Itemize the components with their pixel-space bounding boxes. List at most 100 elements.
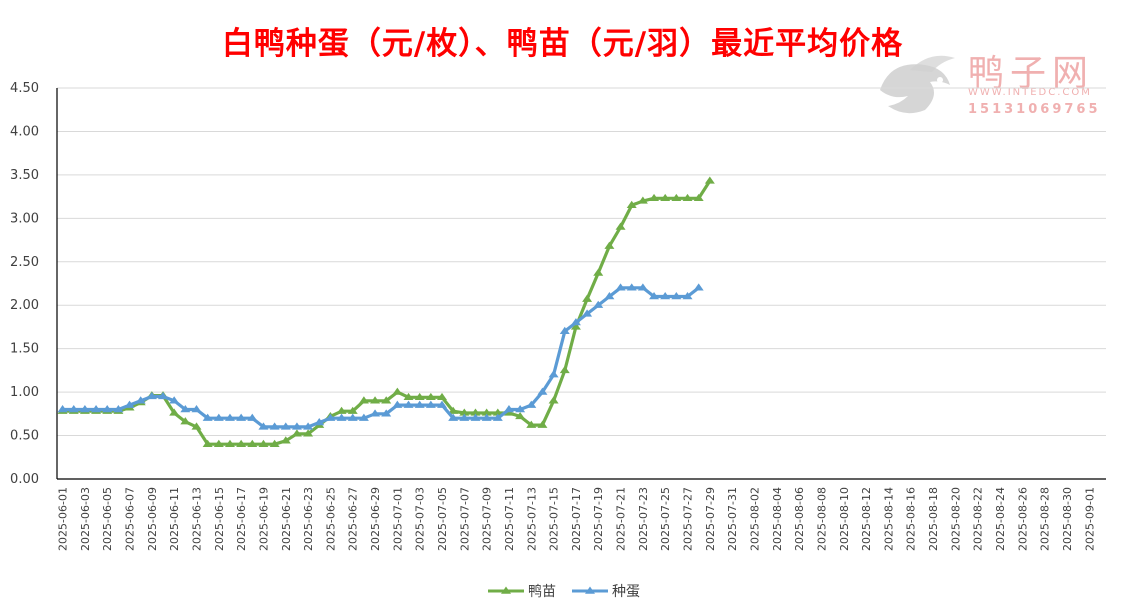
data-point [180, 417, 191, 425]
data-point [526, 420, 537, 428]
y-tick-label: 4.00 [10, 124, 39, 139]
axes: 0.00 0.50 1.00 1.50 2.00 2.50 3.00 3.50 4.00 4.50… [10, 81, 1106, 551]
x-tick-label: 2025-08-12 [860, 487, 873, 551]
data-point [693, 283, 704, 291]
data-point [347, 413, 358, 421]
data-point [604, 241, 615, 249]
x-tick-label: 2025-09-01 [1083, 487, 1096, 551]
data-point [258, 439, 269, 447]
data-point [649, 292, 660, 300]
x-tick-label: 2025-06-11 [168, 487, 181, 551]
x-tick-label: 2025-08-16 [905, 487, 918, 551]
data-point [124, 400, 135, 408]
data-point [526, 400, 537, 408]
data-point [191, 404, 202, 413]
x-tick-label: 2025-06-07 [124, 487, 137, 551]
data-point [370, 396, 381, 404]
data-point [437, 392, 448, 401]
watermark-url: WWW.INTEDC.COM [968, 87, 1092, 98]
legend-marker [501, 586, 511, 594]
data-point [414, 392, 425, 401]
data-point [649, 193, 660, 202]
data-point [336, 406, 347, 414]
data-point [425, 392, 436, 401]
data-point [481, 408, 492, 416]
data-point [437, 400, 448, 408]
data-point [582, 294, 593, 302]
data-point [358, 396, 369, 404]
data-point [191, 422, 202, 430]
data-point [403, 392, 414, 401]
data-point [79, 404, 90, 413]
data-point [425, 400, 436, 408]
data-point [336, 413, 347, 421]
data-point [113, 404, 124, 413]
data-point [202, 413, 213, 421]
x-tick-label: 2025-07-29 [704, 487, 717, 551]
data-point [615, 222, 626, 230]
data-point [604, 292, 615, 300]
x-tick-label: 2025-06-03 [79, 487, 92, 551]
data-point [582, 309, 593, 317]
data-point [102, 404, 113, 413]
x-tick-label: 2025-07-01 [391, 487, 404, 551]
data-point [537, 387, 548, 395]
x-tick-label: 2025-06-21 [280, 487, 293, 551]
x-tick-label: 2025-06-01 [57, 487, 70, 551]
y-tick-label: 2.00 [10, 298, 39, 313]
data-point [247, 413, 258, 421]
y-tick-label: 0.50 [10, 429, 39, 444]
data-point [258, 422, 269, 430]
gridlines [57, 87, 1106, 437]
data-point [146, 391, 157, 400]
data-point [247, 439, 258, 447]
data-point [224, 413, 235, 421]
data-point [57, 404, 68, 413]
data-point [492, 413, 503, 421]
data-point [158, 391, 169, 400]
y-tick-label: 1.00 [10, 385, 39, 400]
data-point [660, 193, 671, 202]
legend-item-0: 鸭苗 [488, 584, 556, 600]
data-point [470, 408, 481, 416]
x-tick-label: 2025-08-30 [1061, 487, 1074, 551]
data-point [704, 176, 715, 184]
data-point [671, 193, 682, 202]
data-point [303, 422, 314, 430]
data-point [682, 193, 693, 202]
x-tick-label: 2025-07-11 [503, 487, 516, 551]
data-point [213, 413, 224, 421]
data-point [637, 196, 648, 204]
data-point [459, 408, 470, 416]
data-point [459, 413, 470, 421]
data-point [269, 439, 280, 447]
x-tick-label: 2025-08-10 [838, 487, 851, 551]
data-point [291, 429, 302, 437]
data-point [169, 408, 180, 416]
data-point [403, 400, 414, 408]
data-point [280, 436, 291, 444]
data-point [515, 411, 526, 420]
x-tick-label: 2025-08-24 [994, 487, 1007, 551]
x-tick-label: 2025-06-05 [101, 487, 114, 551]
x-tick-label: 2025-08-04 [771, 487, 784, 551]
data-point [392, 387, 403, 395]
watermark-phone: 15131069765 [968, 102, 1101, 117]
data-point [626, 200, 637, 208]
data-point [135, 396, 146, 404]
x-tick-label: 2025-07-05 [436, 487, 449, 551]
y-tick-label: 3.00 [10, 211, 39, 226]
data-point [570, 318, 581, 326]
data-point [515, 404, 526, 413]
x-tick-label: 2025-08-14 [882, 487, 895, 551]
x-tick-label: 2025-07-13 [525, 487, 538, 551]
data-point [548, 396, 559, 404]
data-point [503, 404, 514, 413]
x-tick-label: 2025-06-27 [347, 487, 360, 551]
data-point [593, 300, 604, 308]
data-point [180, 404, 191, 413]
x-tick-label: 2025-07-25 [659, 487, 672, 551]
data-point [381, 396, 392, 404]
data-point [213, 439, 224, 447]
x-tick-label: 2025-07-07 [458, 487, 471, 551]
